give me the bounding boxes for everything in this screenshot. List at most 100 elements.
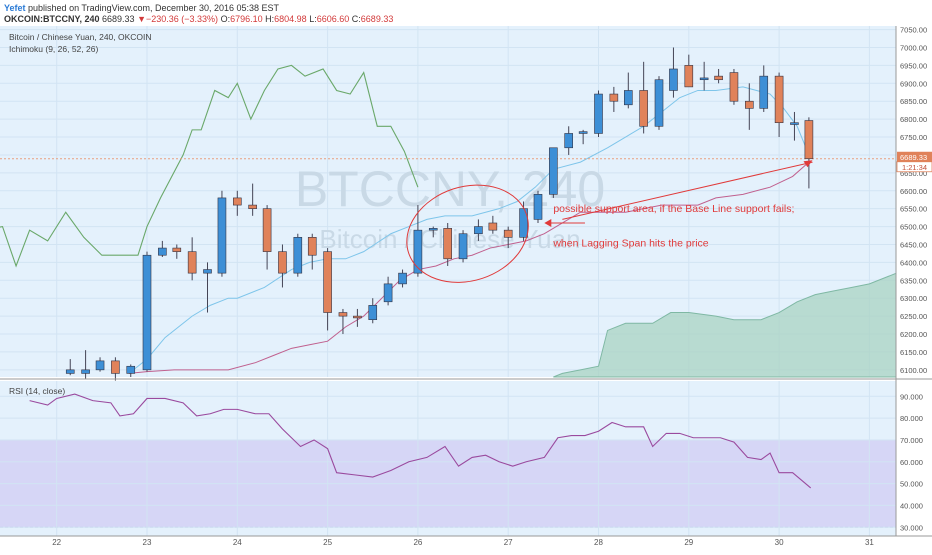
rsi-tick-label: 40.000	[900, 501, 923, 510]
candle-up	[65, 369, 75, 374]
candle-up	[142, 254, 152, 371]
candle-down	[714, 75, 723, 81]
rsi-tick-label: 80.000	[900, 414, 923, 423]
low-label: L:	[309, 14, 317, 24]
close-label: C:	[351, 14, 361, 24]
candle-up	[158, 247, 167, 256]
candle-up	[654, 79, 664, 127]
price-axis-bg	[896, 26, 932, 536]
lagging-arrow-head	[803, 160, 813, 168]
rsi-tick-label: 30.000	[900, 523, 923, 532]
candle-down	[262, 208, 272, 252]
author-link[interactable]: Yefet	[4, 3, 26, 13]
symbol-label: OKCOIN:BTCCNY, 240	[4, 14, 100, 24]
price-tick-label: 6100.00	[900, 366, 927, 375]
candle-up	[533, 194, 543, 220]
time-tick-label: 23	[143, 538, 152, 547]
candle-down	[278, 251, 287, 274]
last-price-tag-label: 6689.33	[900, 153, 927, 162]
candle-down	[745, 100, 754, 109]
last-price-tag	[897, 151, 932, 162]
time-tick-label: 26	[413, 538, 422, 547]
candle-up	[413, 229, 423, 274]
candle-up	[81, 369, 90, 374]
low-value: 6606.60	[316, 14, 350, 24]
candle-down	[233, 197, 242, 206]
price-tick-label: 6800.00	[900, 115, 927, 124]
candle-up	[293, 237, 303, 274]
ichimoku-legend[interactable]: Ichimoku (9, 26, 52, 26)	[9, 44, 99, 54]
candle-down	[323, 251, 332, 313]
price-tick-label: 6400.00	[900, 258, 927, 267]
price-tick-label: 6900.00	[900, 79, 927, 88]
candle-up	[549, 147, 558, 195]
change-value: ▼−230.36 (−3.33%)	[137, 14, 219, 24]
time-tick-label: 31	[865, 538, 874, 547]
countdown-tag	[896, 161, 932, 173]
candle-down	[729, 72, 739, 102]
time-tick-label: 24	[233, 538, 242, 547]
candle-up	[578, 131, 588, 134]
lagging-arrow-line	[562, 161, 813, 220]
countdown-label: 1:21:34	[902, 163, 927, 172]
candle-up	[594, 93, 603, 134]
time-tick-label: 25	[323, 538, 332, 547]
time-tick-label: 30	[775, 538, 784, 547]
price-tick-label: 6550.00	[900, 205, 927, 214]
candle-up	[669, 68, 678, 91]
candle-down	[488, 222, 498, 231]
candle-up	[474, 226, 483, 235]
candle-down	[248, 204, 257, 209]
last-price: 6689.33	[102, 14, 135, 24]
rsi-tick-label: 60.000	[900, 458, 923, 467]
candle-up	[368, 305, 378, 320]
publisher-line: Yefet published on TradingView.com, Dece…	[4, 3, 279, 13]
candle-down	[774, 75, 784, 124]
price-tick-label: 7000.00	[900, 43, 927, 52]
candle-up	[759, 75, 769, 109]
time-tick-label: 28	[594, 538, 603, 547]
candle-down	[804, 120, 814, 160]
candle-down	[338, 312, 348, 317]
rsi-tick-label: 90.000	[900, 392, 923, 401]
price-tick-label: 6350.00	[900, 276, 927, 285]
time-tick-label: 29	[684, 538, 693, 547]
candle-down	[503, 229, 513, 238]
time-tick-label: 22	[52, 538, 61, 547]
candle-up	[95, 360, 105, 371]
high-value: 6804.98	[274, 14, 307, 24]
candle-down	[307, 237, 317, 256]
open-value: 6796.10	[230, 14, 263, 24]
price-tick-label: 6150.00	[900, 348, 927, 357]
candle-up	[126, 365, 136, 374]
candle-down	[353, 315, 362, 319]
open-label: O:	[220, 14, 231, 24]
candle-down	[684, 65, 694, 88]
support-ellipse	[406, 184, 529, 283]
price-tick-label: 6450.00	[900, 240, 927, 249]
annotation-text-2: when Lagging Span hits the price	[552, 237, 708, 249]
rsi-line	[29, 393, 812, 489]
rsi-legend[interactable]: RSI (14, close)	[9, 386, 66, 396]
candle-down	[187, 251, 197, 274]
candle-up	[217, 197, 227, 274]
candle-up	[458, 233, 468, 260]
rsi-tick-label: 50.000	[900, 480, 923, 489]
price-tick-label: 7050.00	[900, 26, 927, 35]
price-tick-label: 6850.00	[900, 97, 927, 106]
candle-up	[623, 90, 633, 106]
high-label: H:	[265, 14, 275, 24]
lagging-span-line	[0, 64, 419, 268]
time-tick-label: 27	[504, 538, 513, 547]
candle-down	[111, 360, 120, 374]
support-arrow-head	[544, 218, 552, 227]
candle-up	[699, 77, 709, 81]
price-tick-label: 6200.00	[900, 330, 927, 339]
rsi-tick-label: 70.000	[900, 436, 923, 445]
published-text: published on TradingView.com, December 3…	[28, 3, 280, 13]
main-pane-title: Bitcoin / Chinese Yuan, 240, OKCOIN	[9, 32, 152, 42]
ichimoku-cloud	[553, 272, 897, 378]
price-tick-label: 6300.00	[900, 294, 927, 303]
price-tick-label: 6750.00	[900, 133, 927, 142]
